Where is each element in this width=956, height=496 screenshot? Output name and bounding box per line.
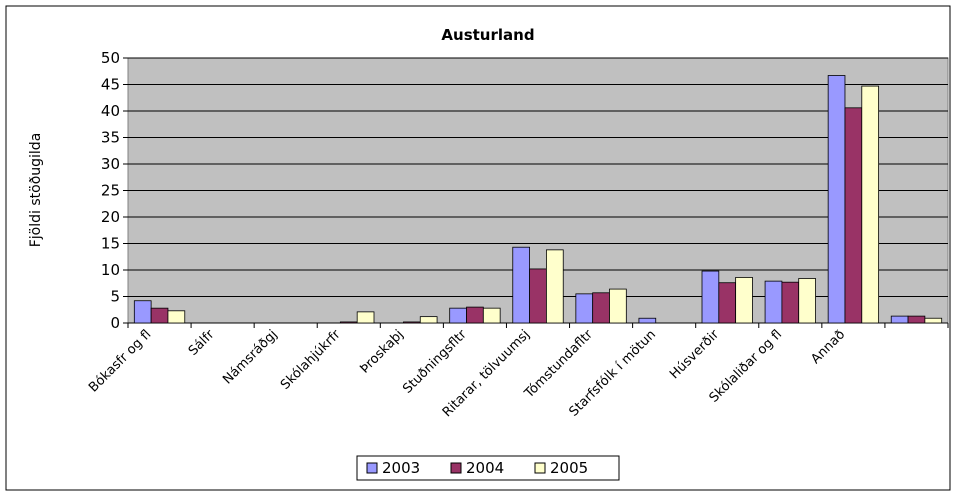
bar: [701, 270, 720, 324]
bar: [356, 311, 375, 324]
bar: [449, 307, 467, 324]
bar: [339, 321, 358, 324]
bar: [482, 307, 501, 324]
y-tick-label: 35: [101, 129, 120, 147]
y-tick-label: 30: [101, 155, 120, 173]
y-tick-label: 25: [101, 182, 120, 200]
bar: [890, 315, 909, 324]
bar: [924, 317, 943, 324]
bar: [844, 107, 863, 324]
bar: [718, 282, 737, 324]
legend-swatch: [534, 462, 546, 474]
y-tick-label: 10: [101, 261, 120, 279]
bar: [403, 321, 421, 324]
bar: [638, 317, 657, 324]
y-tick-label: 0: [110, 314, 120, 332]
legend-box: [356, 455, 620, 481]
legend-swatch: [450, 462, 462, 474]
bar: [466, 306, 484, 324]
bar: [512, 246, 530, 324]
bar: [575, 293, 594, 324]
bar: [861, 85, 880, 324]
bar: [781, 281, 800, 324]
bar: [419, 316, 438, 324]
bar: [764, 280, 783, 324]
y-tick-label: 15: [101, 235, 120, 253]
bar: [735, 277, 753, 324]
y-tick-label: 20: [101, 208, 120, 226]
bar: [827, 75, 846, 324]
legend-swatch: [366, 462, 378, 474]
y-tick-label: 50: [101, 49, 120, 67]
legend-label: 2005: [550, 459, 588, 477]
bar: [609, 288, 627, 324]
bar: [546, 249, 564, 324]
bar: [133, 300, 152, 324]
y-tick-label: 40: [101, 102, 120, 120]
legend-label: 2003: [382, 459, 420, 477]
bar: [592, 292, 610, 324]
bar: [529, 268, 547, 324]
legend-label: 2004: [466, 459, 504, 477]
y-tick-label: 5: [110, 288, 120, 306]
bar: [907, 315, 926, 324]
bar: [167, 310, 186, 324]
bar: [150, 307, 169, 324]
chart-title: Austurland: [441, 26, 534, 44]
y-axis-label: Fjöldi stöðugilda: [28, 133, 44, 248]
bar: [798, 278, 816, 324]
y-tick-label: 45: [101, 76, 120, 94]
